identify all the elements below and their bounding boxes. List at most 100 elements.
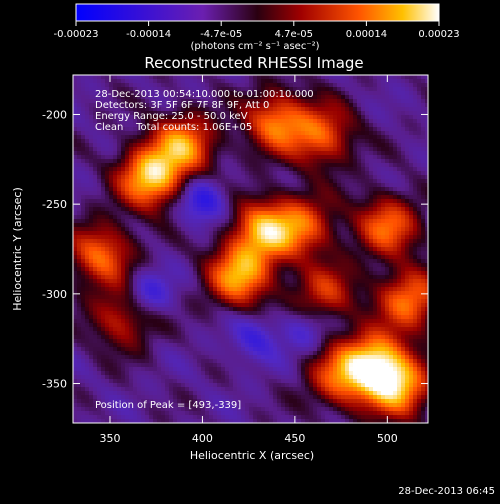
heatmap-cell [229,203,233,207]
heatmap-cell [237,299,241,303]
heatmap-cell [89,391,93,395]
heatmap-cell [237,367,241,371]
heatmap-cell [193,343,197,347]
heatmap-cell [193,295,197,299]
heatmap-cell [257,391,261,395]
heatmap-cell [273,383,277,387]
heatmap-cell [153,331,157,335]
heatmap-cell [77,319,81,323]
heatmap-cell [193,167,197,171]
heatmap-cell [133,231,137,235]
heatmap-cell [293,159,297,163]
heatmap-cell [237,135,241,139]
heatmap-cell [225,347,229,351]
heatmap-cell [221,279,225,283]
heatmap-cell [277,143,281,147]
heatmap-cell [201,227,205,231]
heatmap-cell [157,331,161,335]
heatmap-cell [285,199,289,203]
heatmap-cell [189,215,193,219]
heatmap-cell [257,223,261,227]
heatmap-cell [197,419,201,423]
heatmap-cell [193,359,197,363]
heatmap-cell [145,295,149,299]
heatmap-cell [85,399,89,403]
heatmap-cell [229,339,233,343]
heatmap-cell [149,187,153,191]
heatmap-cell [73,407,77,411]
heatmap-cell [153,83,157,87]
heatmap-cell [241,287,245,291]
heatmap-cell [153,327,157,331]
heatmap-cell [209,323,213,327]
heatmap-cell [277,375,281,379]
heatmap-cell [277,211,281,215]
heatmap-cell [149,323,153,327]
heatmap-cell [189,219,193,223]
heatmap-cell [153,315,157,319]
heatmap-cell [73,355,77,359]
heatmap-cell [285,283,289,287]
heatmap-cell [117,175,121,179]
heatmap-cell [249,291,253,295]
heatmap-cell [281,251,285,255]
heatmap-cell [125,283,129,287]
heatmap-cell [177,283,181,287]
heatmap-cell [121,343,125,347]
heatmap-cell [97,243,101,247]
heatmap-cell [249,227,253,231]
heatmap-cell [89,415,93,419]
heatmap-cell [221,167,225,171]
heatmap-cell [133,163,137,167]
heatmap-cell [101,367,105,371]
heatmap-cell [297,175,301,179]
heatmap-cell [189,247,193,251]
heatmap-cell [273,219,277,223]
heatmap-cell [277,159,281,163]
heatmap-cell [77,223,81,227]
heatmap-cell [213,183,217,187]
heatmap-cell [281,227,285,231]
heatmap-cell [93,331,97,335]
heatmap-cell [145,155,149,159]
heatmap-cell [89,151,93,155]
heatmap-cell [273,183,277,187]
heatmap-cell [285,211,289,215]
heatmap-cell [261,207,265,211]
heatmap-cell [81,91,85,95]
heatmap-cell [133,419,137,423]
heatmap-cell [121,299,125,303]
heatmap-cell [109,355,113,359]
heatmap-cell [149,199,153,203]
heatmap-cell [161,175,165,179]
heatmap-cell [213,275,217,279]
heatmap-cell [273,103,277,107]
heatmap-cell [237,331,241,335]
heatmap-cell [77,335,81,339]
heatmap-cell [265,327,269,331]
heatmap-cell [105,299,109,303]
heatmap-cell [81,255,85,259]
heatmap-cell [273,327,277,331]
heatmap-cell [201,163,205,167]
heatmap-cell [245,391,249,395]
heatmap-cell [149,79,153,83]
heatmap-cell [225,359,229,363]
heatmap-cell [161,367,165,371]
heatmap-cell [93,155,97,159]
heatmap-cell [109,295,113,299]
heatmap-cell [241,343,245,347]
heatmap-cell [105,319,109,323]
heatmap-cell [237,223,241,227]
heatmap-cell [245,351,249,355]
heatmap-cell [85,295,89,299]
heatmap-cell [277,231,281,235]
heatmap-cell [285,379,289,383]
heatmap-cell [277,171,281,175]
heatmap-cell [209,79,213,83]
heatmap-cell [73,239,77,243]
colorbar-tick-label: -0.00023 [54,29,99,40]
heatmap-cell [161,179,165,183]
heatmap-cell [269,255,273,259]
heatmap-cell [273,195,277,199]
